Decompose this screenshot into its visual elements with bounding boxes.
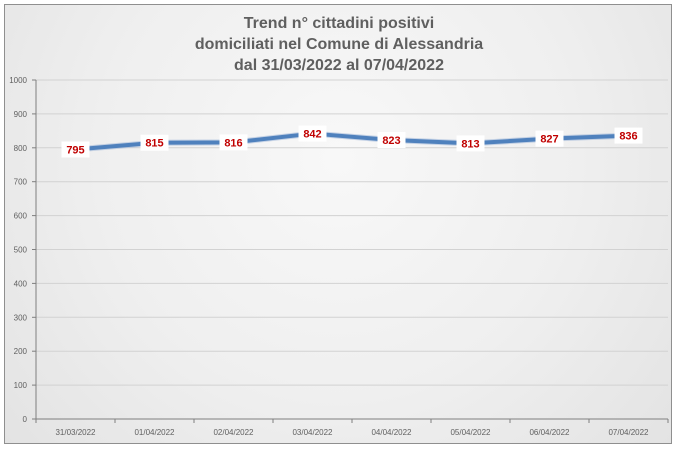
x-tick-label: 01/04/2022 — [134, 428, 175, 437]
data-label: 836 — [614, 127, 643, 144]
x-tick-label: 03/04/2022 — [292, 428, 333, 437]
data-label-value: 815 — [145, 138, 163, 150]
data-label-value: 842 — [303, 129, 321, 141]
axes: 0 100 200 300 400 500 600 700 800 900 1000 31/03/20… — [9, 76, 669, 437]
chart-frame: Trend n° cittadini positivi domiciliati … — [4, 4, 672, 444]
data-label-value: 827 — [540, 134, 558, 146]
data-label-background — [61, 141, 90, 158]
data-label-background — [140, 134, 169, 151]
chart-title: Trend n° cittadini positivi domiciliati … — [5, 13, 673, 76]
x-tick-label: 06/04/2022 — [529, 428, 570, 437]
data-label: 816 — [219, 134, 248, 151]
x-tick-label: 31/03/2022 — [55, 428, 96, 437]
chart-title-line-3: dal 31/03/2022 al 07/04/2022 — [234, 57, 444, 74]
data-label-value: 795 — [66, 144, 84, 156]
data-label: 823 — [377, 132, 406, 149]
data-label-value: 836 — [619, 131, 637, 143]
x-tick-label: 02/04/2022 — [213, 428, 254, 437]
y-tick-label: 400 — [14, 279, 28, 288]
x-tick-label: 05/04/2022 — [450, 428, 491, 437]
y-tick-label: 500 — [14, 246, 28, 255]
y-tick-label: 600 — [14, 212, 28, 221]
y-tick-label: 200 — [14, 347, 28, 356]
data-label: 827 — [535, 130, 564, 147]
chart-title-line-1: Trend n° cittadini positivi — [243, 15, 435, 32]
data-label-background — [219, 134, 248, 151]
data-label: 815 — [140, 134, 169, 151]
data-label-value: 813 — [461, 138, 479, 150]
y-tick-label: 0 — [23, 415, 28, 424]
data-label-background — [377, 132, 406, 149]
data-label-background — [614, 127, 643, 144]
y-tick-label: 300 — [14, 313, 28, 322]
data-label-value: 823 — [382, 135, 400, 147]
y-tick-label: 100 — [14, 381, 28, 390]
data-label-background — [535, 130, 564, 147]
data-label-background — [298, 125, 327, 142]
grid-lines — [36, 79, 668, 420]
data-label: 842 — [298, 125, 327, 142]
data-label-background — [456, 135, 485, 152]
x-tick-label: 07/04/2022 — [608, 428, 649, 437]
y-tick-label: 800 — [14, 144, 28, 153]
data-label: 813 — [456, 135, 485, 152]
data-label-value: 816 — [224, 137, 242, 149]
y-tick-label: 900 — [14, 110, 28, 119]
y-tick-label: 700 — [14, 178, 28, 187]
chart-title-line-2: domiciliati nel Comune di Alessandria — [194, 36, 484, 53]
y-tick-label: 1000 — [9, 76, 27, 85]
x-tick-label: 04/04/2022 — [371, 428, 412, 437]
data-label: 795 — [61, 141, 90, 158]
